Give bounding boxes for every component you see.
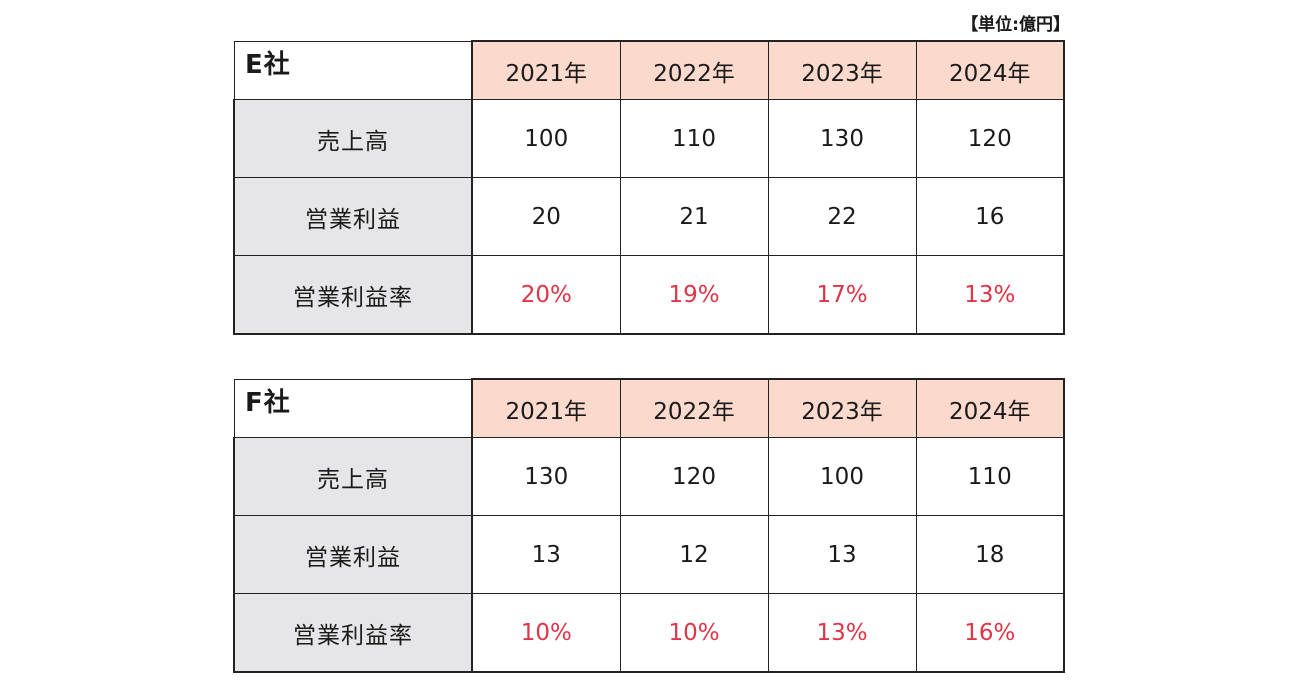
percent-cell: 19%: [619, 255, 769, 335]
year-header: 2022年: [619, 40, 769, 100]
header-row: 2021年 2022年 2023年 2024年: [233, 378, 1065, 438]
company-f-table: 2021年 2022年 2023年 2024年 売上高 130 120 100 …: [233, 378, 1065, 673]
company-e-table: 2021年 2022年 2023年 2024年 売上高 100 110 130 …: [233, 40, 1065, 335]
corner-cell: [233, 378, 473, 438]
table-cell: 13: [471, 515, 621, 594]
table-cell: 22: [767, 177, 917, 256]
table-row: 売上高 130 120 100 110: [233, 437, 1065, 516]
row-label-sales: 売上高: [233, 99, 473, 178]
year-header: 2023年: [767, 378, 917, 438]
company-title: E社: [245, 50, 291, 80]
table-cell: 130: [767, 99, 917, 178]
table-cell: 100: [471, 99, 621, 178]
year-header: 2024年: [915, 378, 1065, 438]
row-label-operating-profit: 営業利益: [233, 515, 473, 594]
percent-cell: 17%: [767, 255, 917, 335]
percent-cell: 10%: [619, 593, 769, 673]
table-cell: 100: [767, 437, 917, 516]
table-cell: 110: [915, 437, 1065, 516]
corner-cell: [233, 40, 473, 100]
table-row: 営業利益 20 21 22 16: [233, 177, 1065, 256]
year-header: 2021年: [471, 378, 621, 438]
row-label-operating-margin: 営業利益率: [233, 593, 473, 673]
table-cell: 13: [767, 515, 917, 594]
table-cell: 20: [471, 177, 621, 256]
percent-cell: 13%: [767, 593, 917, 673]
table-row: 売上高 100 110 130 120: [233, 99, 1065, 178]
row-label-sales: 売上高: [233, 437, 473, 516]
percent-cell: 10%: [471, 593, 621, 673]
table-cell: 16: [915, 177, 1065, 256]
table-cell: 12: [619, 515, 769, 594]
table-cell: 130: [471, 437, 621, 516]
year-header: 2023年: [767, 40, 917, 100]
year-header: 2024年: [915, 40, 1065, 100]
year-header: 2021年: [471, 40, 621, 100]
header-row: 2021年 2022年 2023年 2024年: [233, 40, 1065, 100]
row-label-operating-profit: 営業利益: [233, 177, 473, 256]
table-cell: 120: [619, 437, 769, 516]
table-row: 営業利益 13 12 13 18: [233, 515, 1065, 594]
percent-cell: 16%: [915, 593, 1065, 673]
company-title: F社: [245, 388, 291, 418]
row-label-operating-margin: 営業利益率: [233, 255, 473, 335]
percent-cell: 20%: [471, 255, 621, 335]
unit-note: 【単位:億円】: [961, 15, 1070, 35]
table-cell: 120: [915, 99, 1065, 178]
table-cell: 21: [619, 177, 769, 256]
table-cell: 18: [915, 515, 1065, 594]
table-cell: 110: [619, 99, 769, 178]
table-row: 営業利益率 10% 10% 13% 16%: [233, 593, 1065, 673]
percent-cell: 13%: [915, 255, 1065, 335]
table-row: 営業利益率 20% 19% 17% 13%: [233, 255, 1065, 335]
year-header: 2022年: [619, 378, 769, 438]
